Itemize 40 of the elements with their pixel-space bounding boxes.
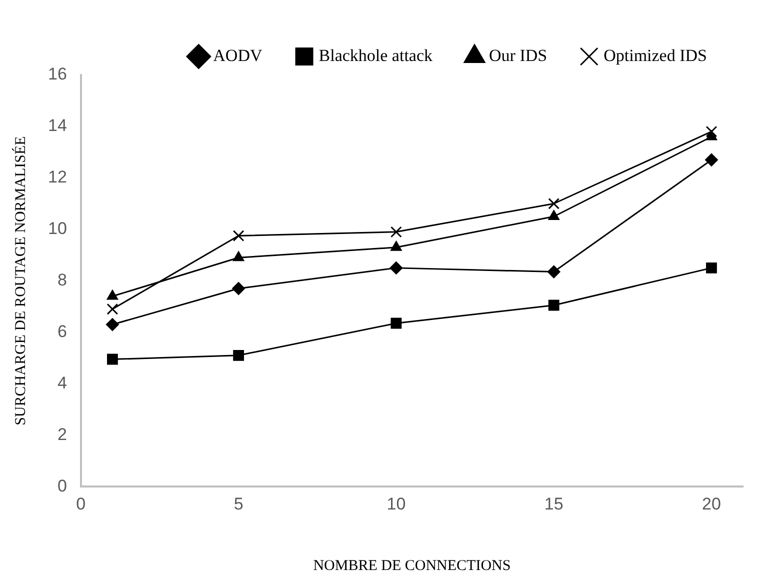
y-tick-label: 10	[48, 219, 67, 238]
x-tick-label: 0	[76, 494, 86, 514]
point	[706, 130, 718, 140]
point	[390, 226, 402, 238]
point	[548, 300, 560, 311]
y-tick-label: 12	[48, 168, 67, 187]
point	[106, 290, 118, 300]
legend-label: Blackhole attack	[318, 46, 434, 65]
x-tick-label: 5	[234, 494, 244, 514]
point	[106, 354, 118, 365]
y-tick-label: 4	[57, 373, 67, 392]
point	[548, 198, 560, 210]
y-tick-label: 6	[57, 322, 67, 341]
point	[706, 126, 718, 138]
point	[548, 210, 560, 220]
point	[233, 350, 244, 361]
point	[106, 318, 119, 332]
point	[106, 303, 118, 315]
y-axis-title: SURCHARGE DE ROUTAGE NORMALISÉE	[12, 136, 29, 426]
y-tick-label: 16	[48, 64, 67, 84]
legend-label: AODV	[213, 46, 263, 65]
y-tick-label: 0	[57, 476, 67, 496]
y-tick-label: 14	[48, 116, 67, 136]
point	[706, 262, 717, 274]
x-tick-label: 15	[544, 494, 564, 514]
point	[232, 230, 244, 242]
legend-label: Our IDS	[489, 46, 548, 65]
y-tick-label: 2	[57, 424, 67, 444]
point	[704, 153, 718, 166]
x-tick-label: 20	[702, 494, 721, 514]
point	[547, 265, 560, 278]
point	[390, 240, 402, 251]
y-tick-label: 8	[57, 270, 67, 290]
point	[390, 318, 402, 329]
point	[232, 251, 244, 262]
legend-label: Optimized IDS	[604, 46, 708, 65]
point	[390, 261, 403, 274]
x-axis-title: NOMBRE DE CONNECTIONS	[313, 558, 511, 574]
x-tick-label: 10	[386, 494, 406, 514]
point	[232, 282, 246, 296]
